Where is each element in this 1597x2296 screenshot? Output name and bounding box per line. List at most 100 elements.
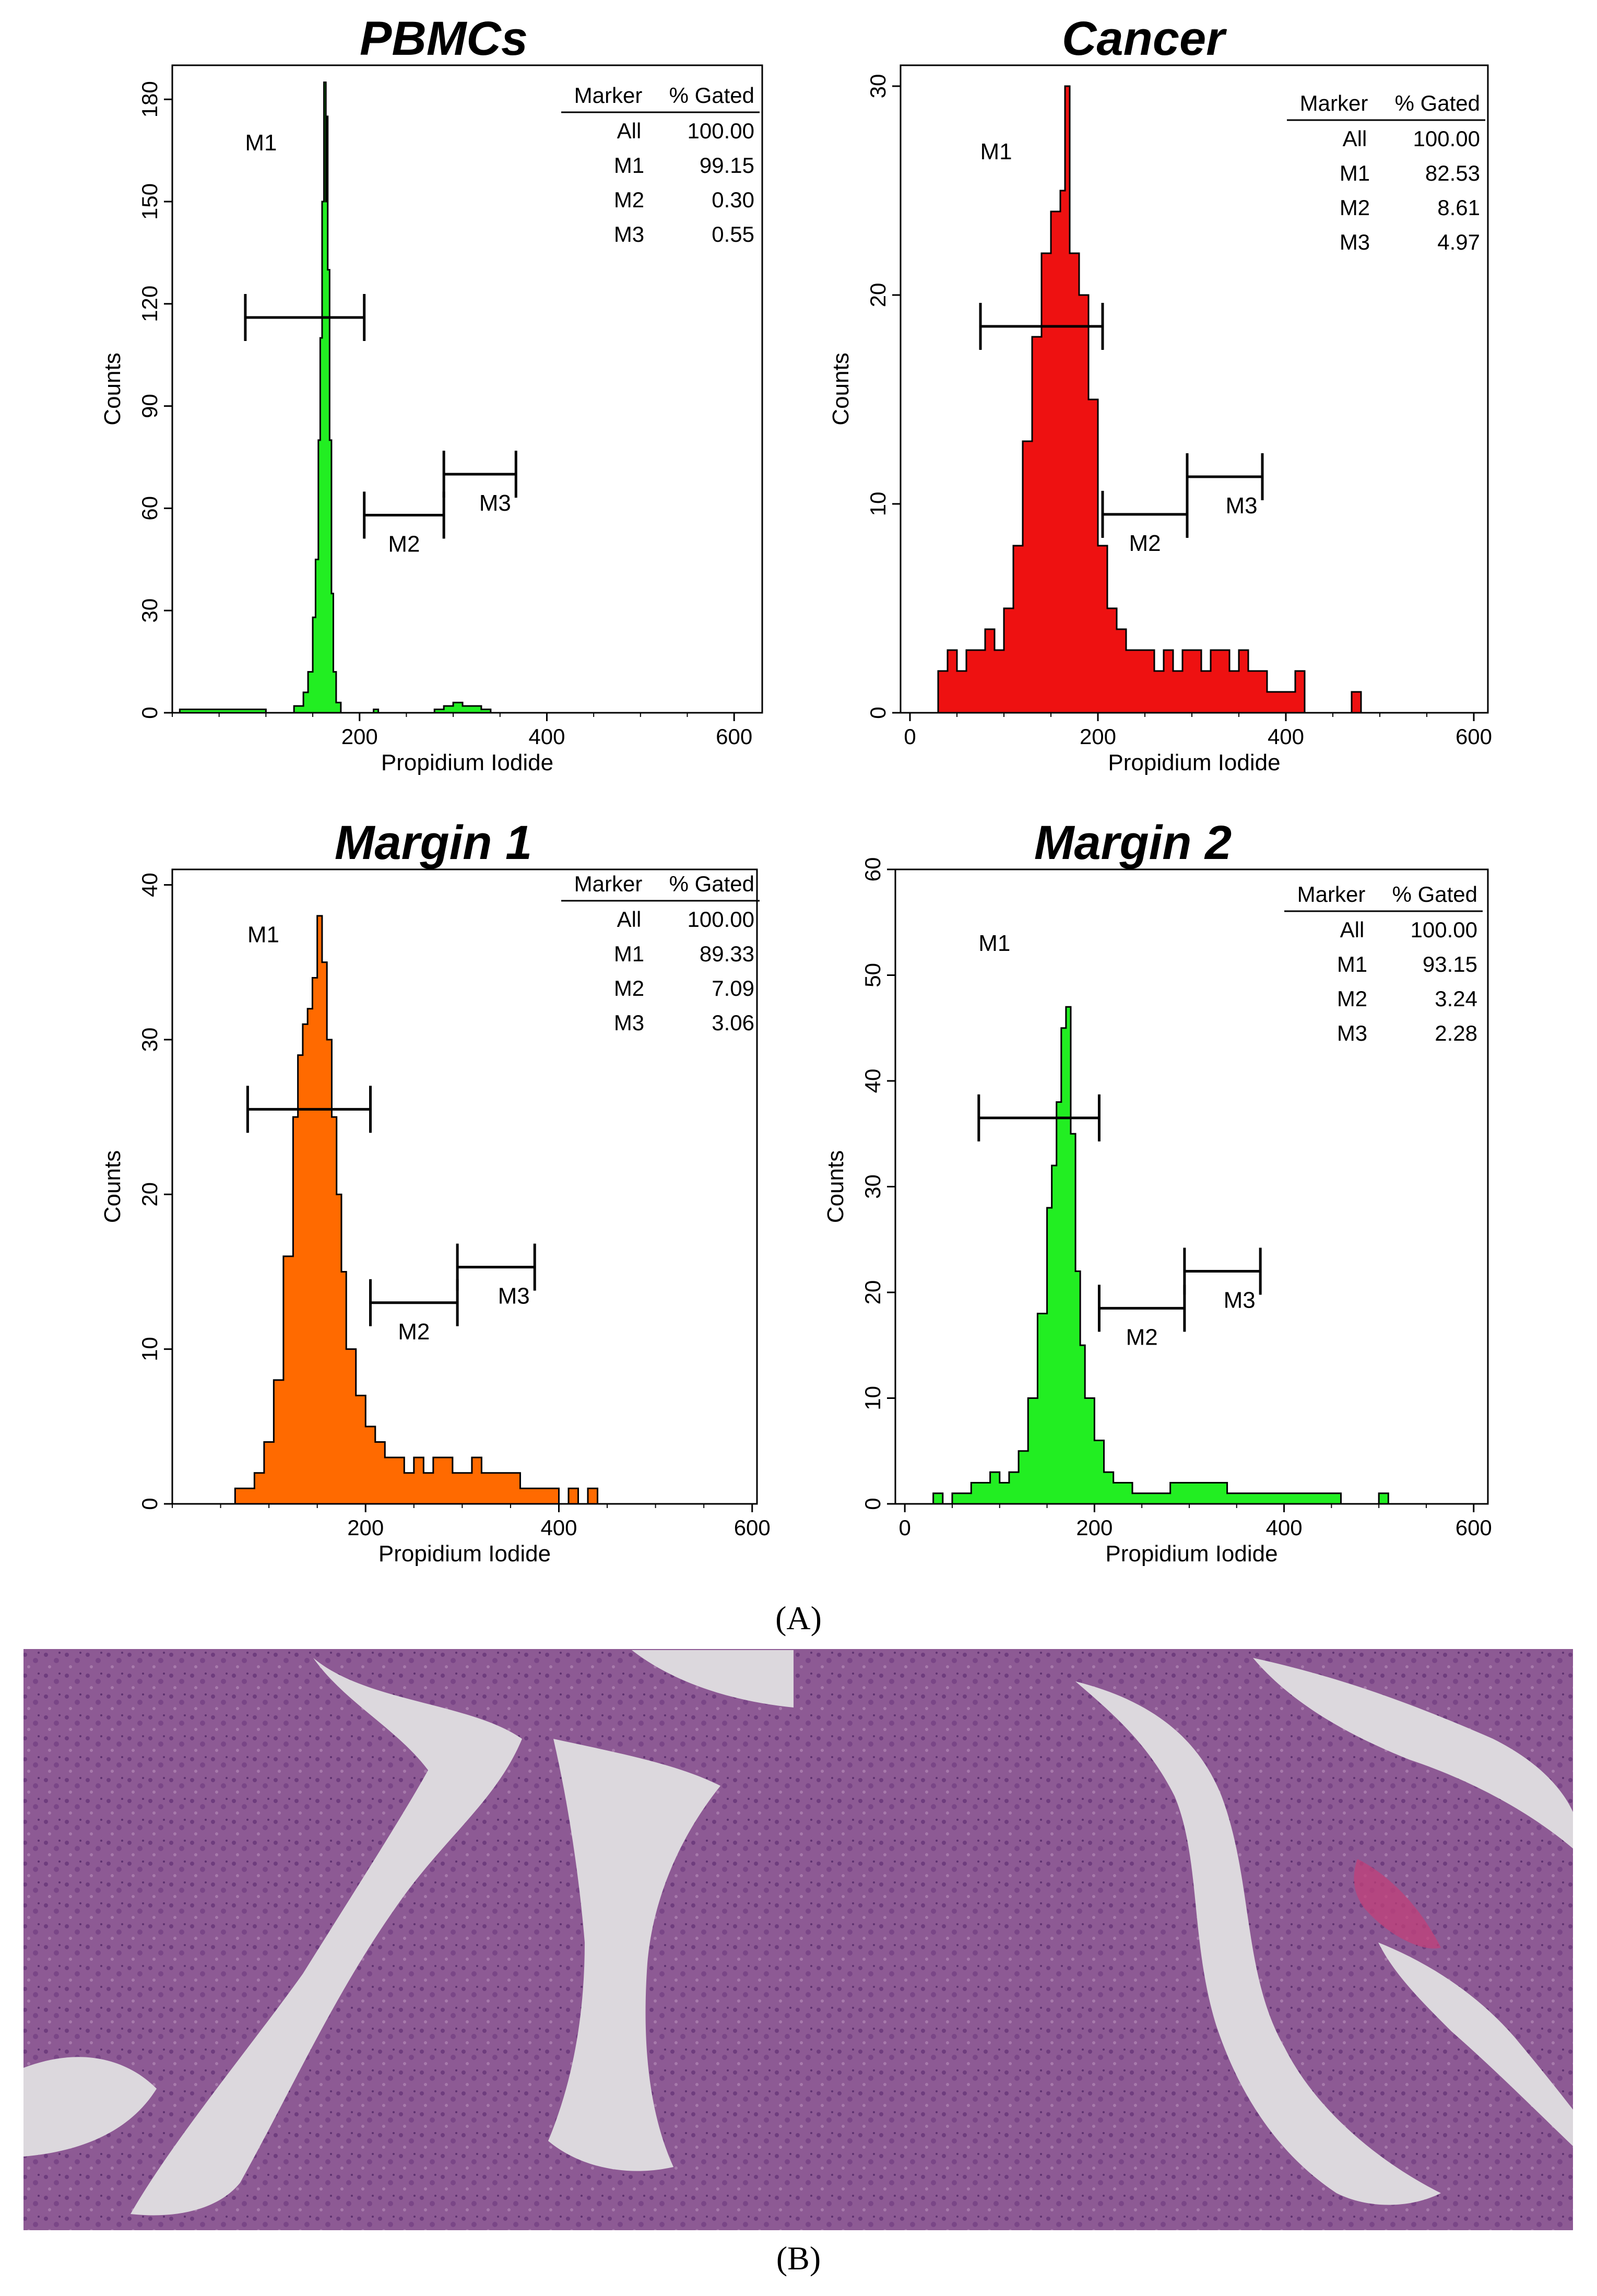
histogram-area	[937, 85, 1474, 714]
chart-title: PBMCs	[360, 12, 528, 65]
table-cell-value: 8.61	[1437, 195, 1480, 220]
table-cell-marker: M2	[1337, 986, 1367, 1011]
x-axis-label: Propidium Iodide	[1105, 1541, 1277, 1567]
gated-table: Marker % Gated All 100.00 M1 89.33 M2 7.09 M3 3.0…	[561, 872, 760, 1035]
y-tick-label: 60	[137, 496, 162, 521]
y-tick-label: 20	[137, 1182, 162, 1207]
table-cell-marker: All	[1343, 126, 1367, 151]
panel-label-a: (A)	[775, 1599, 822, 1636]
y-tick-label: 60	[860, 857, 885, 882]
y-tick-label: 90	[137, 394, 162, 418]
y-tick-label: 10	[866, 492, 890, 516]
table-cell-marker: M2	[614, 187, 644, 212]
table-header-marker: Marker	[574, 83, 643, 108]
y-tick-label: 10	[860, 1386, 885, 1410]
chart-title: Cancer	[1062, 12, 1227, 65]
histogram-area	[924, 1006, 1474, 1505]
marker-label-m3: M3	[479, 490, 511, 516]
table-cell-value: 82.53	[1425, 161, 1480, 185]
table-cell-value: 99.15	[700, 153, 754, 178]
y-tick-label: 40	[860, 1069, 885, 1093]
table-cell-marker: M1	[614, 941, 644, 966]
table-cell-value: 3.06	[712, 1010, 754, 1035]
table-cell-marker: M3	[614, 222, 644, 246]
histogram-1: Cancer 0 200 400 600 0 10 20 30 Propidium Iodide C…	[828, 12, 1492, 775]
chart-title: Margin 1	[335, 816, 532, 869]
table-cell-value: 0.55	[712, 222, 754, 246]
x-tick-label: 400	[540, 1515, 577, 1540]
marker-label-m1: M1	[247, 922, 279, 947]
table-cell-marker: M1	[1340, 161, 1370, 185]
histogram-0: PBMCs 200 400 600 0 30 60 90 120 150 180 Propidium …	[100, 12, 763, 775]
marker-label-m3: M3	[498, 1284, 530, 1309]
table-cell-value: 93.15	[1423, 952, 1477, 976]
table-cell-value: 89.33	[700, 941, 754, 966]
marker-label-m2: M2	[1129, 531, 1161, 556]
marker-label-m2: M2	[398, 1319, 430, 1345]
x-tick-label: 200	[347, 1515, 384, 1540]
y-tick-label: 20	[860, 1280, 885, 1305]
histogram-2: Margin 1 200 400 600 0 10 20 30 40 Propidium Iodi…	[100, 816, 771, 1567]
x-tick-label: 600	[716, 724, 752, 749]
y-tick-label: 50	[860, 963, 885, 987]
micrograph-panel	[23, 1649, 1573, 2230]
lumen-left-2	[548, 1739, 720, 2171]
plot-frame	[171, 64, 763, 714]
marker-label-m3: M3	[1224, 1288, 1256, 1313]
y-tick-label: 0	[137, 1498, 162, 1510]
gated-table: Marker % Gated All 100.00 M1 99.15 M2 0.30 M3 0.5…	[561, 83, 760, 246]
gated-table: Marker % Gated All 100.00 M1 93.15 M2 3.24 M3 2.2…	[1284, 882, 1483, 1045]
plot-frame	[171, 868, 758, 1505]
y-tick-label: 120	[137, 286, 162, 322]
table-cell-marker: M1	[614, 153, 644, 178]
table-header-marker: Marker	[1300, 91, 1368, 115]
x-tick-label: 200	[1076, 1515, 1113, 1540]
table-header-marker: Marker	[574, 872, 643, 896]
x-tick-label: 200	[341, 724, 378, 749]
table-cell-marker: M1	[1337, 952, 1367, 976]
table-cell-marker: All	[1340, 917, 1365, 942]
marker-label-m2: M2	[388, 531, 420, 557]
table-cell-marker: M3	[614, 1010, 644, 1035]
lumen-right-1	[1075, 1681, 1441, 2205]
x-axis-label: Propidium Iodide	[1108, 750, 1280, 775]
lumen-left-1	[131, 1658, 522, 2216]
table-cell-value: 0.30	[712, 187, 754, 212]
y-tick-label: 10	[137, 1337, 162, 1361]
y-tick-label: 30	[866, 74, 890, 99]
marker-label-m1: M1	[980, 139, 1012, 164]
table-header-gated: % Gated	[669, 83, 754, 108]
histogram-area	[179, 81, 762, 714]
y-tick-label: 30	[137, 1028, 162, 1052]
table-cell-value: 7.09	[712, 976, 754, 1000]
y-tick-label: 30	[137, 598, 162, 623]
x-axis-label: Propidium Iodide	[381, 750, 553, 775]
x-tick-label: 400	[528, 724, 565, 749]
y-tick-label: 0	[137, 707, 162, 719]
lumen-left-3	[23, 2057, 157, 2157]
x-tick-label: 600	[734, 1515, 771, 1540]
table-header-gated: % Gated	[1395, 91, 1480, 115]
table-cell-value: 3.24	[1435, 986, 1477, 1011]
histogram-area	[234, 915, 752, 1505]
lumen-left-4	[632, 1650, 794, 1708]
hemorrhage-region	[1354, 1859, 1441, 1949]
lumen-right-2	[1253, 1658, 1573, 1848]
marker-label-m1: M1	[245, 130, 277, 156]
table-cell-value: 100.00	[1413, 126, 1480, 151]
x-tick-label: 0	[898, 1515, 910, 1540]
table-cell-value: 100.00	[688, 907, 754, 932]
gated-table: Marker % Gated All 100.00 M1 82.53 M2 8.61 M3 4.9…	[1287, 91, 1485, 254]
y-tick-label: 150	[137, 183, 162, 220]
y-axis-label: Counts	[823, 1150, 848, 1223]
y-axis-label: Counts	[100, 352, 125, 425]
y-tick-label: 30	[860, 1174, 885, 1199]
x-tick-label: 600	[1456, 1515, 1492, 1540]
table-cell-marker: M2	[1340, 195, 1370, 220]
table-header-gated: % Gated	[669, 872, 754, 896]
table-cell-value: 4.97	[1437, 230, 1480, 254]
y-axis-label: Counts	[828, 352, 854, 425]
table-cell-marker: All	[617, 119, 642, 143]
